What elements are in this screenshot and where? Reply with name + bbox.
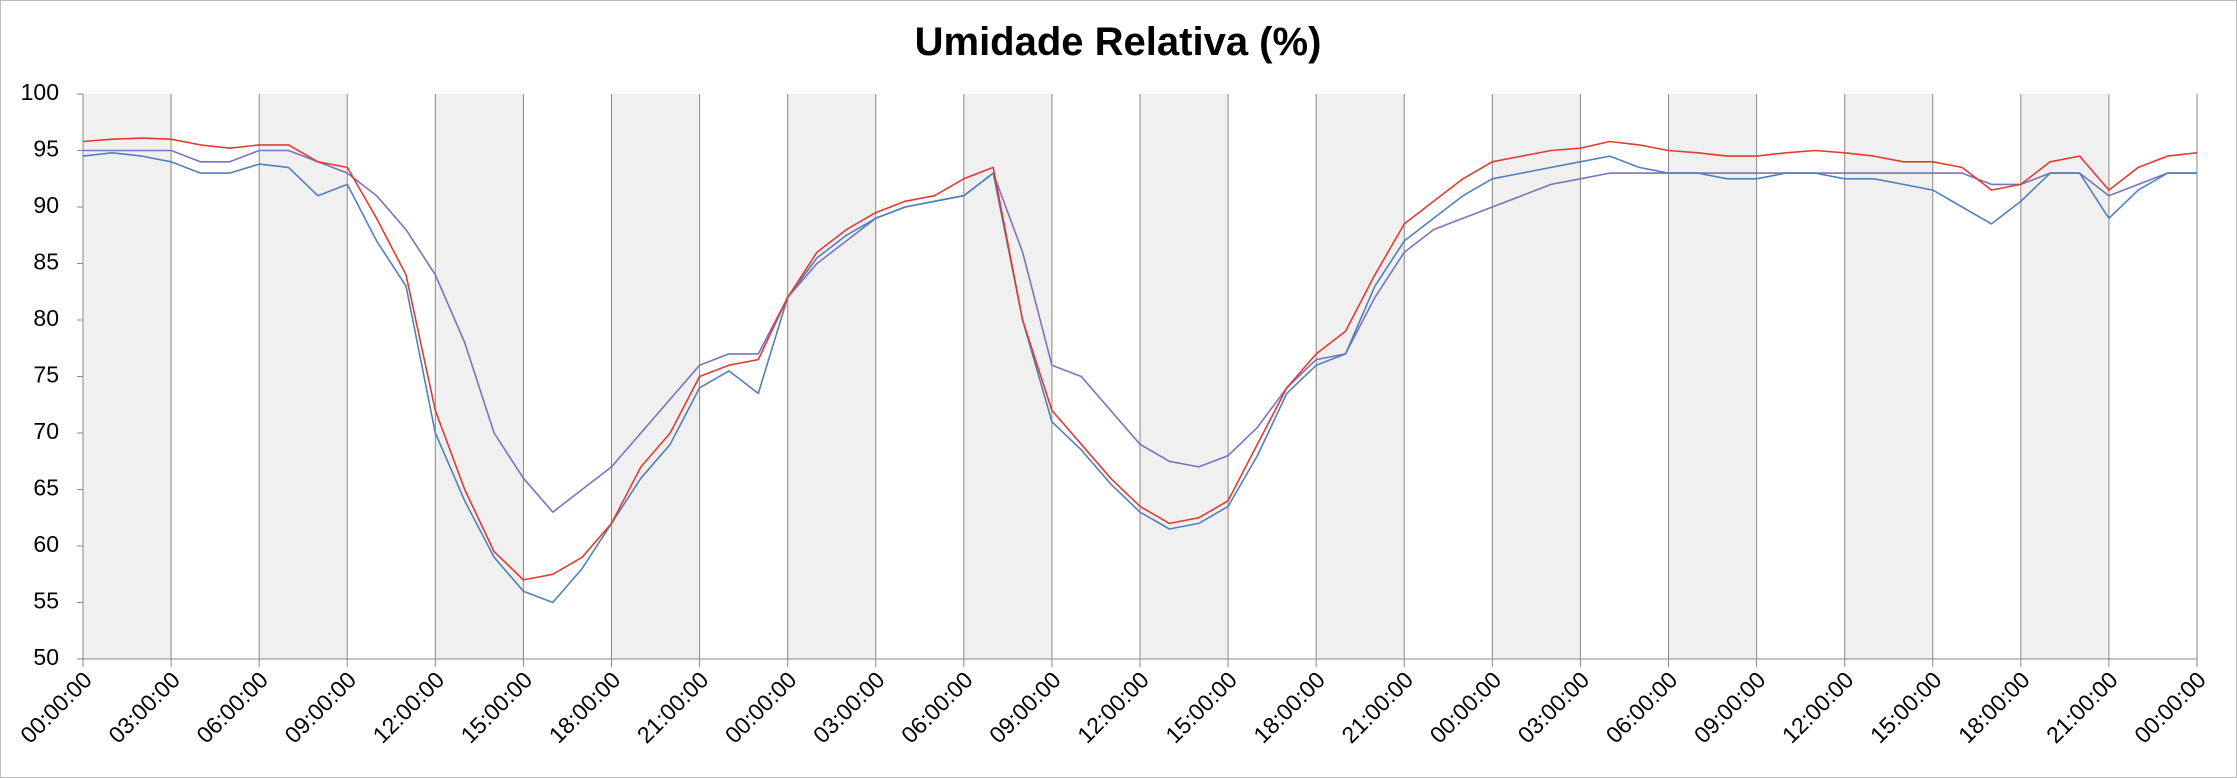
shaded-band <box>1668 94 1757 659</box>
y-tick-label: 70 <box>33 418 59 444</box>
y-tick-label: 80 <box>33 305 59 331</box>
y-tick-label: 95 <box>33 136 59 162</box>
series-line <box>82 137 2198 581</box>
y-tick-label: 100 <box>21 79 59 105</box>
shaded-band <box>83 94 172 659</box>
chart-title: Umidade Relativa (%) <box>915 20 1322 64</box>
y-tick-label: 50 <box>33 644 59 670</box>
y-tick-label: 55 <box>33 588 59 614</box>
shaded-band <box>435 94 524 659</box>
y-tick-label: 60 <box>33 531 59 557</box>
shaded-band <box>611 94 700 659</box>
shaded-band <box>1316 94 1405 659</box>
shaded-band <box>787 94 876 659</box>
shaded-band <box>1140 94 1229 659</box>
y-tick-label: 65 <box>33 475 59 501</box>
shaded-band <box>1844 94 1933 659</box>
shaded-band <box>963 94 1052 659</box>
series-line <box>82 152 2197 604</box>
shaded-band <box>1492 94 1581 659</box>
y-tick-label: 85 <box>33 249 59 275</box>
shaded-band <box>259 94 348 659</box>
y-tick-label: 90 <box>33 192 59 218</box>
y-tick-label: 75 <box>33 362 59 388</box>
series-line <box>83 149 2197 513</box>
